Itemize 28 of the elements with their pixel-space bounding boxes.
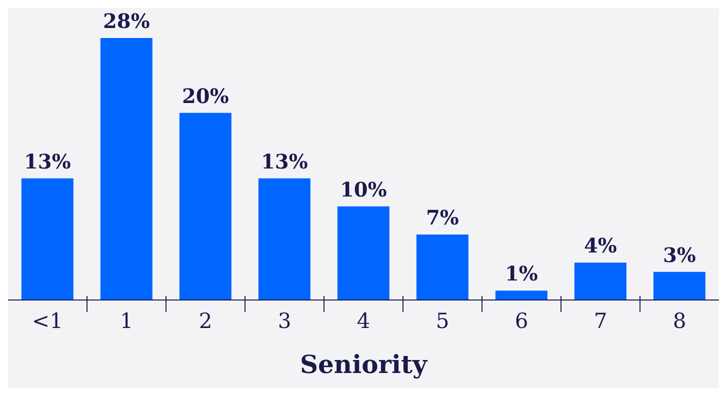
x-tick-label: 1 bbox=[120, 309, 134, 333]
bar bbox=[495, 290, 548, 300]
data-label: 13% bbox=[24, 149, 71, 174]
bar bbox=[179, 112, 232, 300]
bar bbox=[337, 206, 390, 300]
bar bbox=[100, 38, 152, 300]
data-label: 4% bbox=[584, 234, 617, 258]
data-label: 7% bbox=[426, 206, 459, 230]
bar bbox=[258, 178, 310, 300]
bar bbox=[653, 272, 706, 300]
data-label: 28% bbox=[103, 9, 150, 33]
x-tick-label: 7 bbox=[594, 309, 608, 333]
x-axis-title: Seniority bbox=[298, 350, 429, 379]
x-tick-label: <1 bbox=[32, 309, 63, 333]
x-tick-label: 8 bbox=[672, 309, 686, 333]
data-label: 3% bbox=[662, 242, 696, 267]
x-tick-label: 4 bbox=[356, 309, 370, 333]
bar bbox=[21, 178, 74, 300]
bar bbox=[416, 234, 468, 300]
data-label: 20% bbox=[182, 84, 229, 108]
x-tick-label: 5 bbox=[436, 309, 450, 333]
x-tick-label: 2 bbox=[198, 309, 212, 333]
data-label: 10% bbox=[340, 177, 387, 202]
bar bbox=[574, 262, 626, 300]
data-label: 1% bbox=[504, 262, 538, 286]
x-tick-label: 6 bbox=[514, 309, 528, 333]
data-label: 13% bbox=[261, 149, 308, 174]
x-tick-label: 3 bbox=[278, 309, 292, 333]
